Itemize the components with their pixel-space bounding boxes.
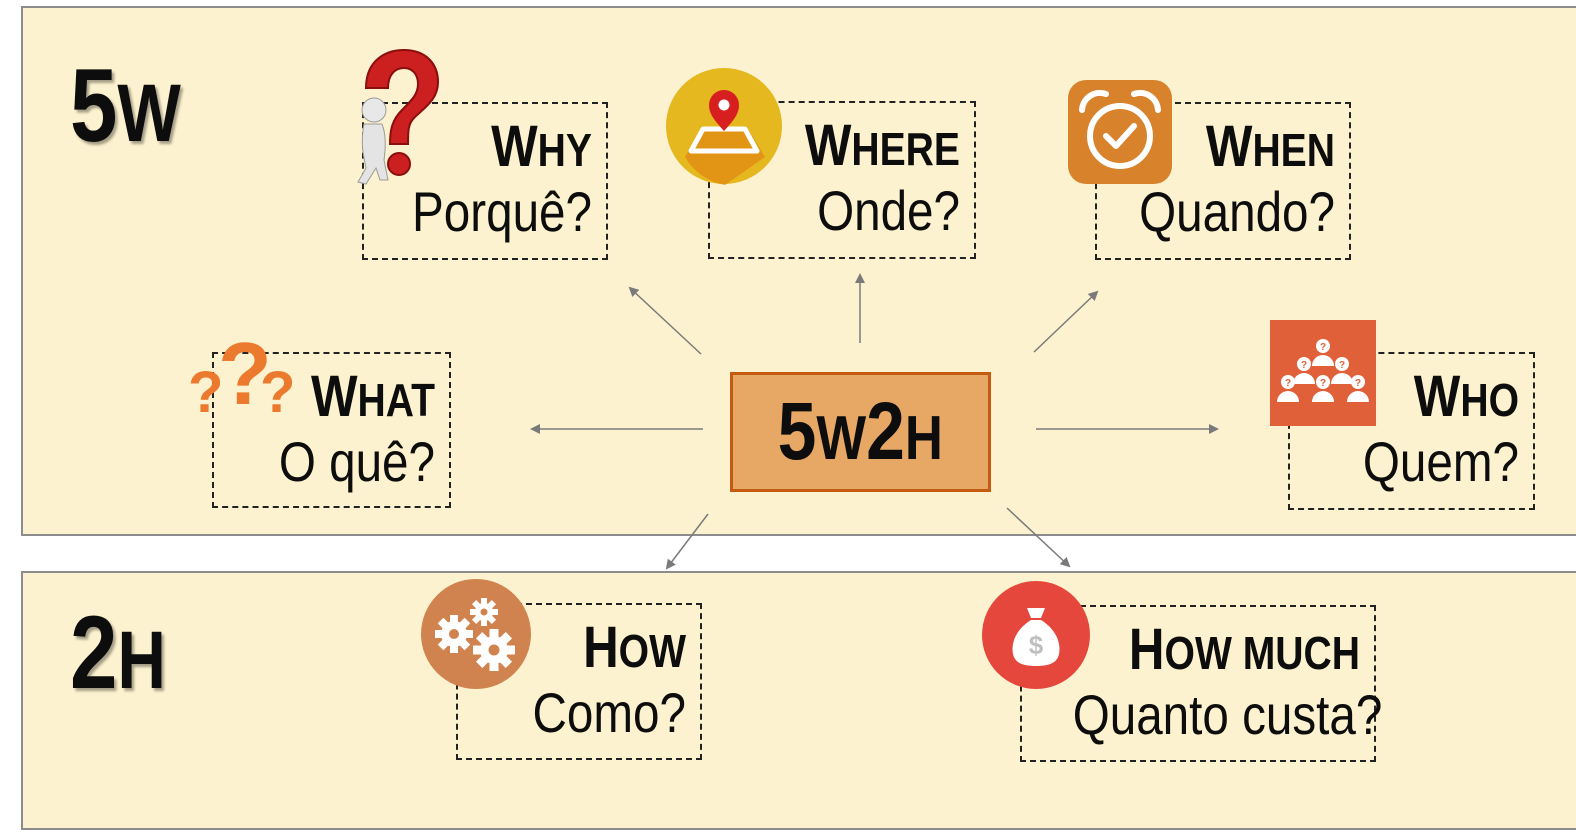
center-title: 5W2H [778, 391, 943, 473]
card-howmuch: How much Quanto custa? [1020, 605, 1383, 762]
card-what-question: O quê? [278, 430, 435, 493]
question-marks-icon: ? ? ? [188, 326, 295, 418]
section-title-2h-number: 2 [70, 595, 118, 711]
card-who-title: Who [1413, 364, 1519, 429]
card-where: Where Onde? [708, 101, 976, 259]
svg-text:?: ? [218, 326, 272, 418]
card-why-question: Porquê? [412, 180, 592, 243]
center-letter-w: W [816, 404, 867, 473]
card-howmuch-title: How much [1128, 617, 1360, 682]
panel-2h [21, 571, 1576, 830]
card-how-question: Como? [532, 681, 686, 744]
card-why: Why Porquê? [362, 102, 608, 260]
arrow-to-howmuch [1006, 507, 1071, 568]
card-who-question: Quem? [1362, 430, 1519, 493]
svg-text:?: ? [1301, 360, 1307, 371]
svg-text:?: ? [1339, 360, 1345, 371]
people-questions-icon: ??? ??? [1270, 320, 1376, 426]
arrow-to-when [1033, 290, 1099, 353]
svg-text:?: ? [1355, 378, 1361, 389]
money-bag-icon: $ [982, 581, 1090, 689]
arrow-to-how [665, 513, 709, 570]
section-title-5w-letter: W [117, 68, 181, 159]
center-5w2h-box: 5W2H [730, 372, 991, 492]
svg-text:?: ? [1285, 378, 1291, 389]
center-digit-2: 2 [866, 386, 906, 477]
card-how-title: How [583, 615, 686, 680]
section-title-5w-number: 5 [70, 48, 118, 164]
card-what-title: What [311, 364, 435, 429]
section-title-2h-letter: H [117, 615, 166, 706]
card-why-title: Why [491, 114, 592, 179]
svg-text:?: ? [188, 360, 223, 418]
svg-text:?: ? [1320, 378, 1326, 389]
card-who: Who Quem? [1288, 352, 1535, 510]
question-person-icon [357, 48, 440, 185]
card-where-question: Onde? [817, 179, 960, 242]
center-letter-h: H [905, 404, 944, 473]
card-what: What O quê? [212, 352, 451, 508]
svg-text:?: ? [1320, 342, 1326, 353]
card-where-title: Where [804, 113, 960, 178]
alarm-clock-icon [1068, 80, 1172, 184]
card-howmuch-question: Quanto custa? [1072, 683, 1383, 746]
svg-text:$: $ [1029, 630, 1044, 660]
svg-text:?: ? [260, 360, 295, 418]
map-pin-icon [666, 68, 782, 185]
card-when-title: When [1205, 114, 1335, 179]
section-title-5w: 5W [70, 54, 181, 158]
gears-icon [421, 579, 531, 689]
arrow-to-why [628, 286, 702, 355]
center-digit-5: 5 [777, 386, 817, 477]
section-title-2h: 2H [70, 601, 166, 705]
card-when-question: Quando? [1139, 180, 1335, 243]
